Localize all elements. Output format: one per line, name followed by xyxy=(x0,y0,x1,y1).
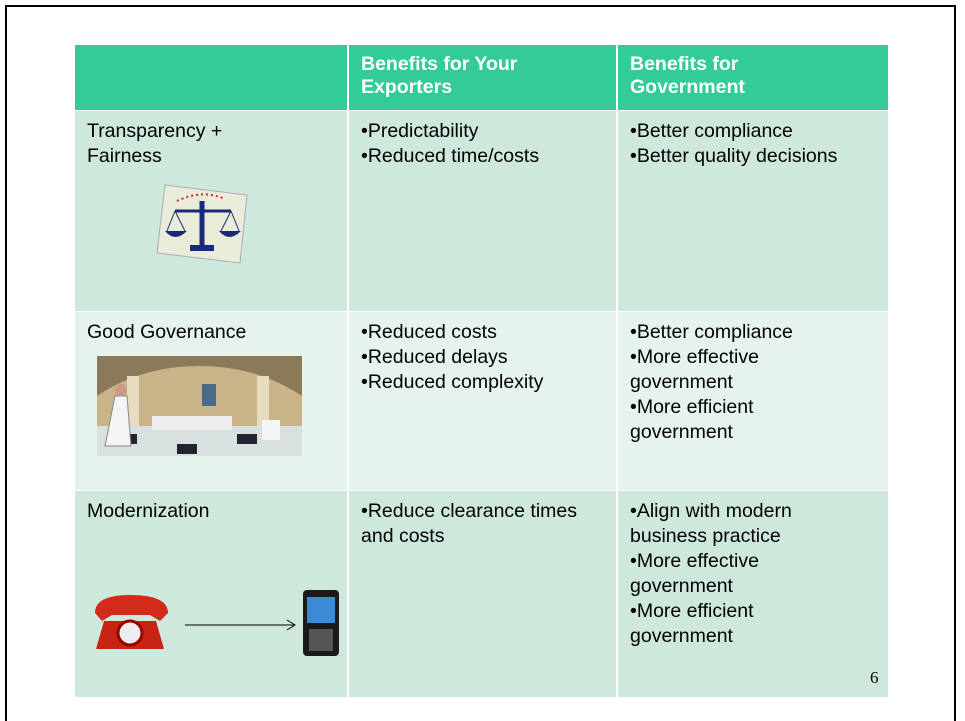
row-label: Transparency + Fairness xyxy=(87,120,223,167)
phone-image xyxy=(95,590,339,656)
bullet-item: •More effective government xyxy=(630,346,759,393)
government-cell: •Better compliance •More effective govern… xyxy=(618,312,888,490)
bullet-item: •Better quality decisions xyxy=(630,145,838,167)
row-label: Good Governance xyxy=(87,321,247,343)
bullet-item: •Reduced delays xyxy=(361,346,508,368)
bullet-item: •Reduce clearance times and costs xyxy=(361,500,578,547)
header-cell: Benefits for Government xyxy=(618,45,888,110)
slide-frame xyxy=(5,5,956,721)
bullet-item: •Reduced complexity xyxy=(361,371,544,393)
government-cell: •Align with modern business practice •Mor… xyxy=(618,491,888,697)
bullet-item: •Align with modern business practice xyxy=(630,500,792,547)
exporters-cell: •Reduce clearance times and costs xyxy=(349,491,616,697)
scales-image xyxy=(156,184,248,264)
government-cell: •Better compliance •Better quality decisi… xyxy=(618,111,888,311)
bullet-item: •More efficient government xyxy=(630,396,754,443)
header-text: Benefits for Your Exporters xyxy=(361,53,518,98)
header-cell: Benefits for Your Exporters xyxy=(349,45,616,110)
header-cell xyxy=(75,45,347,110)
header-text: Benefits for Government xyxy=(630,53,745,98)
exporters-cell: •Predictability •Reduced time/costs xyxy=(349,111,616,311)
bullet-item: •Reduced costs xyxy=(361,321,497,343)
bullet-item: •More efficient government xyxy=(630,600,754,647)
row-label: Modernization xyxy=(87,500,210,522)
bullet-item: •Better compliance xyxy=(630,120,793,142)
row-label-cell: Modernization xyxy=(75,491,347,697)
bullet-item: •More effective government xyxy=(630,550,759,597)
governance-image xyxy=(97,356,302,456)
page-number: 6 xyxy=(870,668,879,687)
bullet-item: •Reduced time/costs xyxy=(361,145,540,167)
exporters-cell: •Reduced costs •Reduced delays •Reduced co… xyxy=(349,312,616,490)
bullet-item: •Better compliance xyxy=(630,321,793,343)
bullet-item: •Predictability xyxy=(361,120,479,142)
